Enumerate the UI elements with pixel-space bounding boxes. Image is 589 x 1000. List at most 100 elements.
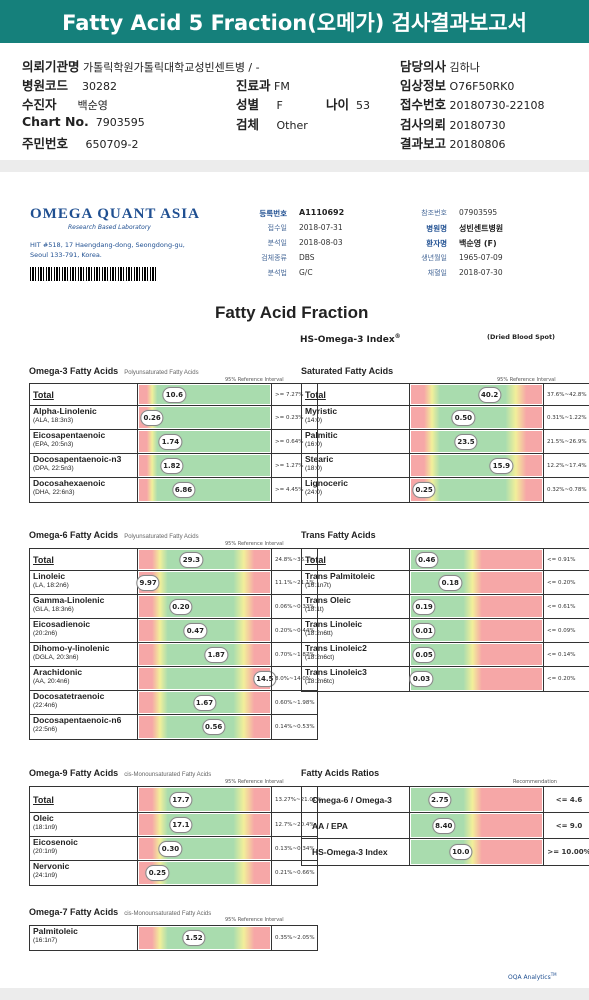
range-bar: 15.9 bbox=[411, 455, 542, 476]
reference-value: 0.20%~0.44% bbox=[271, 619, 319, 642]
result-row: Docosapentaenoic-n3 (DPA, 22:5n3) 1.82 >= 1… bbox=[30, 454, 317, 478]
meta-patient-label: 환자명 bbox=[426, 239, 447, 248]
reference-value: 11.1%~21.1% bbox=[271, 571, 319, 594]
result-sub: (16:1n7) bbox=[33, 937, 58, 944]
result-row: HS-Omega-3 Index 10.0 >= 10.00% bbox=[302, 839, 589, 865]
range-bar: 0.20 bbox=[139, 596, 270, 617]
result-name: Docosatetraenoic bbox=[33, 691, 105, 701]
result-name: Stearic bbox=[305, 454, 334, 464]
meta-method: G/C bbox=[299, 268, 313, 277]
result-name-cell: Gamma-Linolenic (GLA, 18:3n6) bbox=[30, 595, 138, 618]
result-sub: (14:0) bbox=[305, 417, 322, 424]
result-row: Total 0.46 <= 0.91% bbox=[302, 549, 589, 571]
result-name-cell: Eicosadienoic (20:2n6) bbox=[30, 619, 138, 642]
result-value-marker: 1.87 bbox=[204, 646, 228, 663]
result-value-marker: 40.2 bbox=[477, 386, 502, 403]
result-row: Total 10.6 >= 7.27% bbox=[30, 384, 317, 406]
result-value-marker: 0.26 bbox=[140, 409, 164, 426]
result-value-marker: 9.97 bbox=[136, 574, 160, 591]
result-row: Lignoceric (24:0) 0.25 0.32%~0.78% bbox=[302, 478, 589, 502]
result-name-cell: Palmitic (16:0) bbox=[302, 430, 410, 453]
result-sub: (24:1n9) bbox=[33, 872, 58, 879]
reference-value: >= 1.27% bbox=[271, 454, 319, 477]
result-value-marker: 0.03 bbox=[409, 671, 434, 687]
reference-value: 8.0%~14.0% bbox=[271, 667, 319, 690]
reference-value: 0.35%~2.05% bbox=[271, 926, 319, 950]
section-title-text: Omega-9 Fatty Acids bbox=[29, 768, 119, 778]
result-value-marker: 14.5 bbox=[253, 670, 277, 687]
result-row: Docosatetraenoic (22:4n6) 1.67 0.60%~1.98% bbox=[30, 691, 317, 715]
range-bar: 0.03 bbox=[409, 668, 542, 690]
result-value-marker: 17.1 bbox=[169, 816, 193, 833]
section-title-text: Fatty Acids Ratios bbox=[301, 768, 380, 778]
header-report: 결과보고 20180806 bbox=[400, 136, 506, 151]
meta-sample-label: 검체종류 bbox=[261, 254, 287, 262]
range-bar: 17.1 bbox=[139, 814, 270, 835]
meta-dob-label: 생년월일 bbox=[421, 254, 447, 262]
result-row: Docosapentaenoic-n6 (22:5n6) 0.56 0.14%~0.5… bbox=[30, 715, 317, 739]
result-name-cell: Eicosenoic (20:1n9) bbox=[30, 837, 138, 860]
result-name-cell: Trans Linoleic2 (18:2n6ct) bbox=[302, 643, 410, 666]
section-title-omega7: Omega-7 Fatty Acids cis-Monounsaturated F… bbox=[29, 907, 211, 917]
result-name: Arachidonic bbox=[33, 667, 83, 677]
header-receipt: 접수번호 20180730-22108 bbox=[400, 97, 545, 112]
result-value-marker: 0.18 bbox=[438, 574, 462, 591]
result-value-marker: 1.52 bbox=[182, 930, 206, 946]
result-name-cell: Palmitoleic (16:1n7) bbox=[30, 926, 138, 950]
result-value-marker: 0.19 bbox=[412, 598, 436, 615]
result-sub: (18:1t) bbox=[305, 606, 324, 613]
section-title-text: Omega-7 Fatty Acids bbox=[29, 907, 119, 917]
header-clinical: 임상정보 O76F50RK0 bbox=[400, 78, 515, 93]
meta-ref-no: 07903595 bbox=[459, 208, 498, 217]
reference-value: 0.13%~0.34% bbox=[271, 837, 319, 860]
result-name: Palmitic bbox=[305, 430, 338, 440]
reference-value: 0.31%~1.22% bbox=[543, 406, 589, 429]
result-name: Docosapentaenoic-n6 bbox=[33, 715, 122, 725]
result-value-marker: 10.6 bbox=[162, 386, 186, 403]
result-value-marker: 6.86 bbox=[171, 482, 196, 498]
result-name: Trans Oleic bbox=[305, 595, 351, 605]
meta-ref-no-label: 참조번호 bbox=[421, 209, 447, 217]
result-row: Trans Linoleic2 (18:2n6ct) 0.05 <= 0.14% bbox=[302, 643, 589, 667]
meta-analyzed-label: 분석일 bbox=[267, 239, 287, 247]
result-value-marker: 1.74 bbox=[158, 433, 183, 450]
result-name-cell: Total bbox=[30, 384, 138, 405]
range-bar: 0.25 bbox=[411, 479, 542, 501]
result-name-cell: Alpha-Linolenic (ALA, 18:3n3) bbox=[30, 406, 138, 429]
range-bar: 0.30 bbox=[139, 838, 270, 859]
meta-reg-no: A1110692 bbox=[299, 208, 345, 217]
result-sub: (16:1n7t) bbox=[305, 582, 332, 589]
range-bar: 1.67 bbox=[139, 692, 270, 713]
header-receiver: 수진자 백순영 bbox=[22, 97, 108, 112]
result-name-cell: Total bbox=[30, 549, 138, 570]
result-value-marker: 0.25 bbox=[145, 865, 169, 881]
section-title-saturated: Saturated Fatty Acids bbox=[301, 366, 393, 376]
result-name-cell: Total bbox=[302, 384, 410, 405]
result-value-marker: 23.5 bbox=[454, 433, 478, 450]
result-row: Eicosadienoic (20:2n6) 0.47 0.20%~0.44% bbox=[30, 619, 317, 643]
section-subtitle: cis-Monounsaturated Fatty Acids bbox=[124, 772, 212, 778]
range-bar: 0.05 bbox=[411, 644, 542, 665]
range-bar: 10.6 bbox=[139, 385, 270, 404]
range-bar: 0.18 bbox=[411, 572, 542, 593]
result-value-marker: 10.0 bbox=[449, 844, 473, 860]
section-title-ratios: Fatty Acids Ratios bbox=[301, 768, 379, 778]
results-table-omega3: Total 10.6 >= 7.27% Alpha-Linolenic (ALA, 18… bbox=[29, 383, 318, 503]
reference-value: 0.32%~0.78% bbox=[543, 478, 589, 502]
range-bar: 1.74 bbox=[139, 431, 270, 452]
result-row: Trans Linoleic3 (18:2n6tc) 0.03 <= 0.20% bbox=[302, 667, 589, 691]
result-sub: (DPA, 22:5n3) bbox=[33, 465, 74, 472]
reference-value: <= 0.09% bbox=[543, 619, 589, 642]
meta-dob: 1965-07-09 bbox=[459, 253, 503, 262]
result-name-cell: HS-Omega-3 Index bbox=[302, 839, 410, 865]
result-name: Trans Linoleic2 bbox=[305, 643, 367, 653]
results-table-omega6: Total 29.3 24.8%~36.1% Linoleic (LA, 18:2n6)… bbox=[29, 548, 318, 740]
reference-value: 21.5%~26.9% bbox=[543, 430, 589, 453]
reference-interval-label: Recommendation bbox=[513, 779, 557, 785]
result-sub: (18:0) bbox=[305, 465, 322, 472]
reference-value: 37.6%~42.8% bbox=[543, 384, 589, 405]
result-row: Arachidonic (AA, 20:4n6) 14.5 8.0%~14.0% bbox=[30, 667, 317, 691]
range-bar: 8.40 bbox=[411, 814, 542, 837]
section-subtitle: Polyunsaturated Fatty Acids bbox=[124, 534, 199, 540]
range-bar: 0.26 bbox=[139, 407, 270, 428]
